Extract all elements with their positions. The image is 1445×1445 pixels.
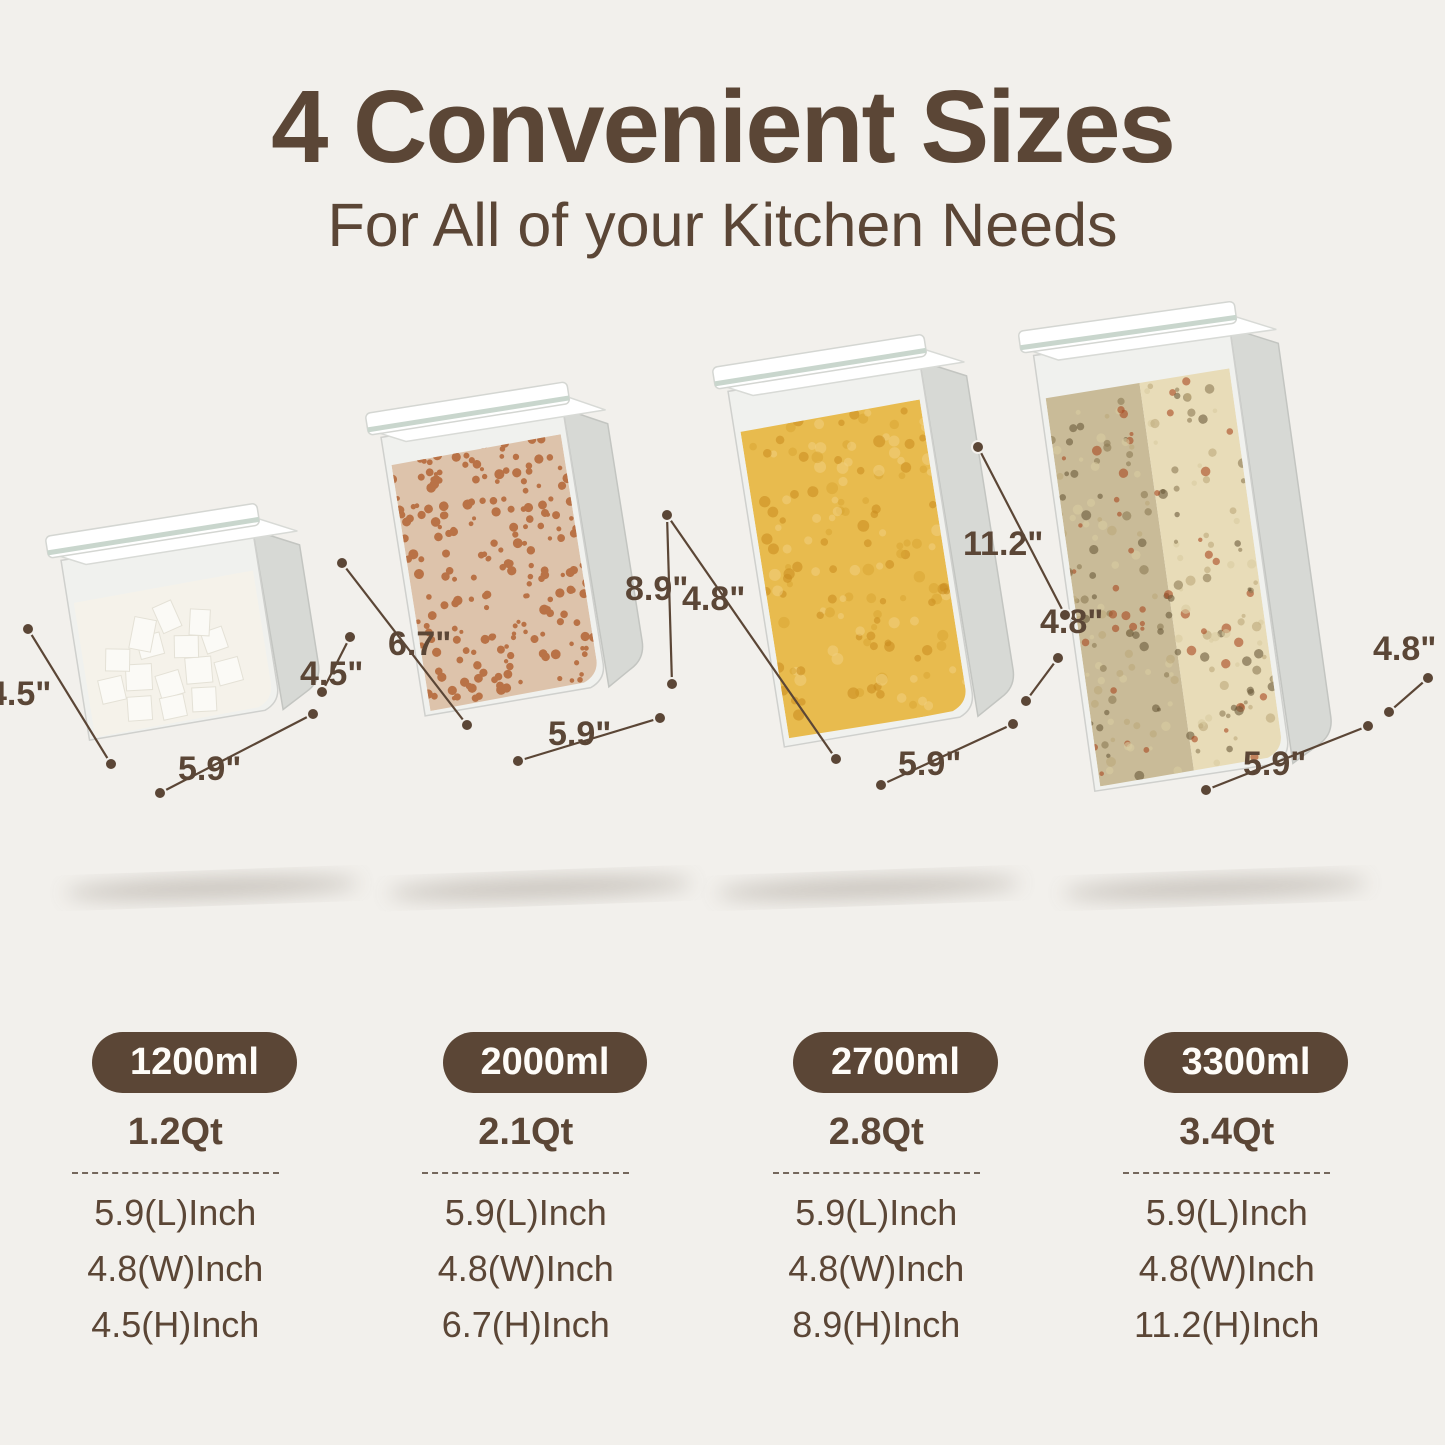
svg-text:4.5": 4.5" [0,675,51,713]
svg-text:5.9": 5.9" [1243,745,1306,783]
svg-text:5.9": 5.9" [548,715,611,753]
svg-text:6.7": 6.7" [388,625,451,663]
svg-text:8.9": 8.9" [625,570,688,608]
svg-text:4.8": 4.8" [1040,603,1103,641]
svg-text:5.9": 5.9" [898,745,961,783]
svg-text:11.2": 11.2" [963,525,1043,563]
svg-text:4.5": 4.5" [300,655,363,693]
svg-text:4.8": 4.8" [682,580,745,618]
svg-text:4.8": 4.8" [1373,630,1436,668]
svg-text:5.9": 5.9" [178,750,241,788]
